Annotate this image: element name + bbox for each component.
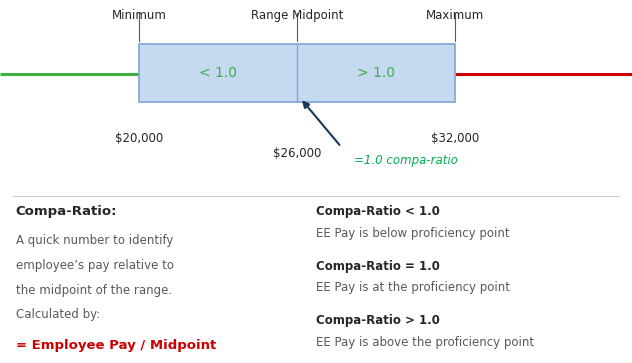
Text: Calculated by:: Calculated by: xyxy=(16,308,100,321)
Text: $26,000: $26,000 xyxy=(273,147,321,160)
Text: > 1.0: > 1.0 xyxy=(357,66,395,79)
Text: Maximum: Maximum xyxy=(426,9,484,22)
Text: EE Pay is at the proficiency point: EE Pay is at the proficiency point xyxy=(316,281,510,294)
Text: EE Pay is below proficiency point: EE Pay is below proficiency point xyxy=(316,227,509,240)
Text: < 1.0: < 1.0 xyxy=(199,66,237,79)
Text: Range Midpoint: Range Midpoint xyxy=(251,9,343,22)
Bar xyxy=(139,44,455,102)
Text: $32,000: $32,000 xyxy=(431,132,479,146)
Text: $20,000: $20,000 xyxy=(115,132,163,146)
Text: Minimum: Minimum xyxy=(112,9,166,22)
Text: employee’s pay relative to: employee’s pay relative to xyxy=(16,259,174,272)
Text: Compa-Ratio:: Compa-Ratio: xyxy=(16,205,118,218)
Text: Compa-Ratio < 1.0: Compa-Ratio < 1.0 xyxy=(316,205,440,218)
Text: the midpoint of the range.: the midpoint of the range. xyxy=(16,284,172,297)
Text: =1.0 compa-ratio: =1.0 compa-ratio xyxy=(354,154,458,167)
Text: Compa-Ratio = 1.0: Compa-Ratio = 1.0 xyxy=(316,260,440,273)
Text: EE Pay is above the proficiency point: EE Pay is above the proficiency point xyxy=(316,336,534,349)
Text: Compa-Ratio > 1.0: Compa-Ratio > 1.0 xyxy=(316,314,440,327)
Text: A quick number to identify: A quick number to identify xyxy=(16,234,173,247)
Text: = Employee Pay / Midpoint: = Employee Pay / Midpoint xyxy=(16,339,216,352)
